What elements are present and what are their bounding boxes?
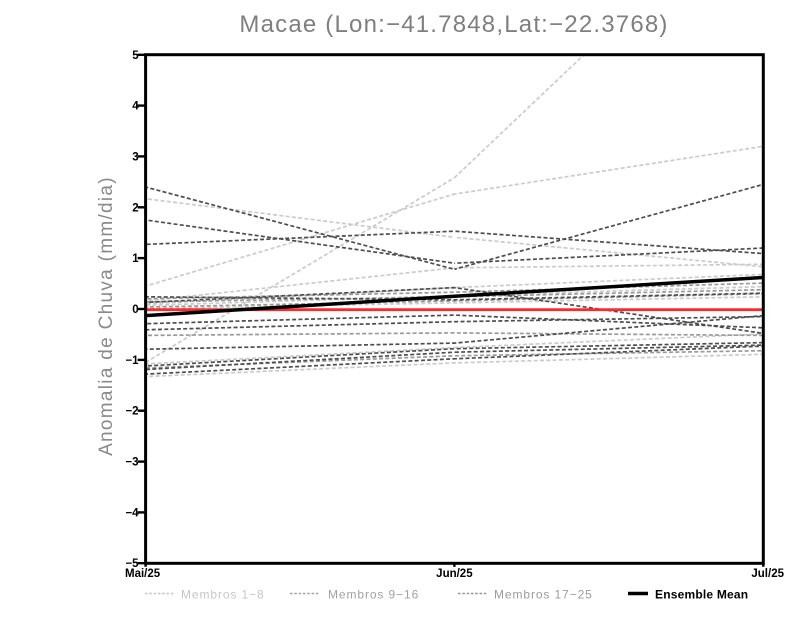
svg-text:Jun/25: Jun/25	[436, 568, 473, 580]
svg-text:2: 2	[132, 202, 138, 214]
svg-text:0: 0	[132, 304, 138, 316]
svg-text:1: 1	[132, 253, 139, 265]
svg-text:Ensemble Mean: Ensemble Mean	[655, 588, 748, 602]
svg-text:Jul/25: Jul/25	[751, 568, 784, 580]
svg-text:Membros 1−8: Membros 1−8	[181, 588, 265, 602]
svg-text:−1: −1	[125, 355, 139, 367]
svg-text:5: 5	[132, 50, 139, 62]
svg-text:3: 3	[132, 151, 138, 163]
svg-text:−2: −2	[125, 406, 138, 418]
svg-text:Mai/25: Mai/25	[125, 568, 161, 580]
svg-text:Membros 9−16: Membros 9−16	[328, 588, 419, 602]
svg-text:Anomalia de Chuva (mm/dia): Anomalia de Chuva (mm/dia)	[96, 176, 117, 456]
svg-text:4: 4	[132, 101, 139, 113]
svg-text:−5: −5	[125, 558, 139, 570]
svg-text:Macae (Lon:−41.7848,Lat:−22.37: Macae (Lon:−41.7848,Lat:−22.3768)	[239, 11, 668, 38]
svg-text:Membros 17−25: Membros 17−25	[494, 588, 593, 602]
svg-text:−3: −3	[125, 457, 138, 469]
svg-text:−4: −4	[125, 507, 139, 519]
